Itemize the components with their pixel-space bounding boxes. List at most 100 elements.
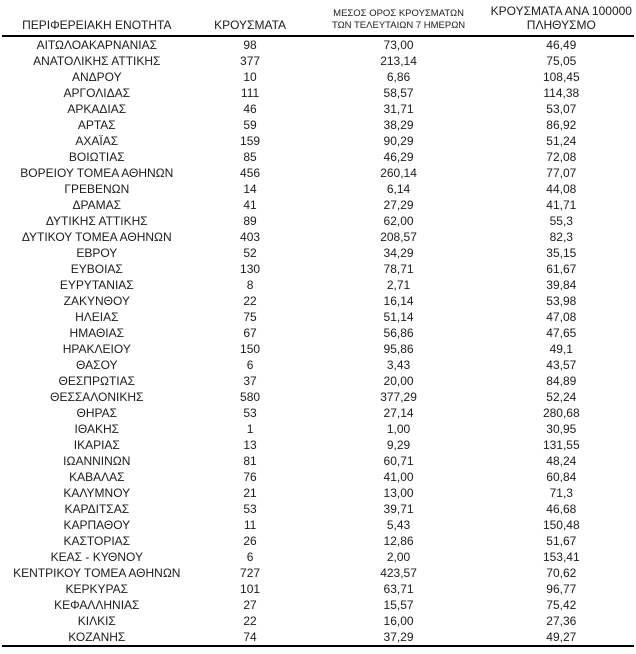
table-row: ΙΚΑΡΙΑΣ 13 9,29 131,55 (2, 437, 634, 453)
region-cell: ΚΑΡΔΙΤΣΑΣ (64, 502, 130, 516)
table-row: ΘΗΡΑΣ 53 27,14 280,68 (2, 405, 634, 421)
per100k-cell: 75,42 (546, 598, 577, 612)
avg7-cell: 213,14 (380, 54, 417, 68)
table-row: ΒΟΡΕΙΟΥ ΤΟΜΕΑ ΑΘΗΝΩΝ 456 260,14 77,07 (2, 165, 634, 181)
cases-cell: 37 (243, 374, 257, 388)
cases-cell: 21 (243, 486, 257, 500)
per100k-cell: 46,49 (546, 38, 577, 52)
avg7-cell: 2,71 (386, 278, 411, 292)
region-cell: ΙΘΑΚΗΣ (74, 422, 120, 436)
header-per100k-line1: ΚΡΟΥΣΜΑΤΑ ΑΝΑ 100000 (490, 4, 632, 18)
cases-cell: 11 (243, 518, 257, 532)
table-row: ΘΕΣΠΡΩΤΙΑΣ 37 20,00 84,89 (2, 373, 634, 389)
cases-cell: 76 (243, 470, 257, 484)
avg7-cell: 73,00 (383, 38, 414, 52)
region-cell: ΘΕΣΣΑΛΟΝΙΚΗΣ (50, 390, 144, 404)
region-cell: ΔΥΤΙΚΟΥ ΤΟΜΕΑ ΑΘΗΝΩΝ (21, 230, 172, 244)
avg7-cell: 38,29 (383, 118, 414, 132)
avg7-cell: 63,71 (383, 582, 414, 596)
per100k-cell: 47,65 (546, 326, 577, 340)
cases-cell: 67 (243, 326, 257, 340)
header-cases: ΚΡΟΥΣΜΑΤΑ (191, 0, 309, 37)
table-row: ΚΕΡΚΥΡΑΣ 101 63,71 96,77 (2, 581, 634, 597)
per100k-cell: 53,07 (546, 102, 577, 116)
avg7-cell: 27,29 (383, 198, 414, 212)
avg7-cell: 51,14 (383, 310, 414, 324)
table-row: ΒΟΙΩΤΙΑΣ 85 46,29 72,08 (2, 149, 634, 165)
region-cell: ΗΡΑΚΛΕΙΟΥ (62, 342, 131, 356)
table-row: ΕΥΡΥΤΑΝΙΑΣ 8 2,71 39,84 (2, 277, 634, 293)
per100k-cell: 280,68 (542, 406, 580, 420)
avg7-cell: 62,00 (383, 214, 414, 228)
per100k-cell: 49,27 (488, 629, 634, 647)
cases-cell: 81 (243, 454, 257, 468)
region-cell: ΕΥΒΟΙΑΣ (70, 262, 123, 276)
avg7-cell: 5,43 (386, 518, 411, 532)
cases-cell: 26 (243, 534, 257, 548)
table-row: ΑΡΓΟΛΙΔΑΣ 111 58,57 114,38 (2, 85, 634, 101)
header-per100k: ΚΡΟΥΣΜΑΤΑ ΑΝΑ 100000 ΠΛΗΘΥΣΜΟ (488, 0, 634, 37)
cases-cell: 159 (240, 134, 261, 148)
avg7-cell: 60,71 (383, 454, 414, 468)
table-row: ΖΑΚΥΝΘΟΥ 22 16,14 53,98 (2, 293, 634, 309)
cases-cell: 53 (243, 502, 257, 516)
table-row: ΑΡΚΑΔΙΑΣ 46 31,71 53,07 (2, 101, 634, 117)
region-cell: ΑΙΤΩΛΟΑΚΑΡΝΑΝΙΑΣ (36, 38, 157, 52)
per100k-cell: 72,08 (546, 150, 577, 164)
per100k-cell: 35,15 (546, 246, 577, 260)
region-cell: ΚΑΛΥΜΝΟΥ (63, 486, 131, 500)
cases-cell: 98 (243, 38, 257, 52)
table-row: ΑΝΑΤΟΛΙΚΗΣ ΑΤΤΙΚΗΣ 377 213,14 75,05 (2, 53, 634, 69)
cases-cell: 27 (243, 598, 257, 612)
cases-cell: 10 (243, 70, 257, 84)
table-row: ΘΕΣΣΑΛΟΝΙΚΗΣ 580 377,29 52,24 (2, 389, 634, 405)
region-cell: ΚΑΡΠΑΘΟΥ (63, 518, 131, 532)
region-cell: ΑΝΔΡΟΥ (71, 70, 122, 84)
avg7-cell: 41,00 (383, 470, 414, 484)
header-row: ΠΕΡΙΦΕΡΕΙΑΚΗ ΕΝΟΤΗΤΑ ΚΡΟΥΣΜΑΤΑ ΜΕΣΟΣ ΟΡΟ… (2, 0, 634, 37)
cases-cell: 727 (240, 566, 261, 580)
table-row: ΓΡΕΒΕΝΩΝ 14 6,14 44,08 (2, 181, 634, 197)
avg7-cell: 6,14 (386, 182, 411, 196)
per100k-cell: 44,08 (546, 182, 577, 196)
avg7-cell: 27,14 (383, 406, 414, 420)
region-cell: ΔΥΤΙΚΗΣ ΑΤΤΙΚΗΣ (45, 214, 148, 228)
per100k-cell: 43,57 (546, 358, 577, 372)
table-row: ΗΛΕΙΑΣ 75 51,14 47,08 (2, 309, 634, 325)
avg7-cell: 9,29 (386, 438, 411, 452)
per100k-cell: 150,48 (542, 518, 580, 532)
cases-cell: 580 (240, 390, 261, 404)
table-row: ΚΕΑΣ - ΚΥΘΝΟΥ 6 2,00 153,41 (2, 549, 634, 565)
per100k-cell: 71,3 (549, 486, 573, 500)
table-row: ΑΡΤΑΣ 59 38,29 86,92 (2, 117, 634, 133)
region-cell: ΑΧΑΪΑΣ (75, 134, 119, 148)
region-cell: ΑΡΤΑΣ (77, 118, 116, 132)
region-cell: ΚΕΡΚΥΡΑΣ (65, 582, 129, 596)
per100k-cell: 39,84 (546, 278, 577, 292)
table-row: ΚΟΖΑΝΗΣ 74 37,29 49,27 (2, 629, 634, 647)
per100k-cell: 51,24 (546, 134, 577, 148)
header-region: ΠΕΡΙΦΕΡΕΙΑΚΗ ΕΝΟΤΗΤΑ (2, 0, 192, 37)
avg7-cell: 16,00 (383, 614, 414, 628)
cases-cell: 74 (191, 629, 309, 647)
avg7-cell: 46,29 (383, 150, 414, 164)
region-cell: ΚΙΛΚΙΣ (77, 614, 116, 628)
avg7-cell: 20,00 (383, 374, 414, 388)
table-row: ΗΜΑΘΙΑΣ 67 56,86 47,65 (2, 325, 634, 341)
per100k-cell: 82,3 (549, 230, 573, 244)
table-row: ΚΑΣΤΟΡΙΑΣ 26 12,86 51,67 (2, 533, 634, 549)
table-row: ΔΡΑΜΑΣ 41 27,29 41,71 (2, 197, 634, 213)
table-row: ΔΥΤΙΚΗΣ ΑΤΤΙΚΗΣ 89 62,00 55,3 (2, 213, 634, 229)
cases-cell: 403 (240, 230, 261, 244)
table-row: ΚΕΦΑΛΛΗΝΙΑΣ 27 15,57 75,42 (2, 597, 634, 613)
per100k-cell: 131,55 (542, 438, 580, 452)
region-cell: ΚΕΑΣ - ΚΥΘΝΟΥ (50, 550, 143, 564)
table-row: ΑΝΔΡΟΥ 10 6,86 108,45 (2, 69, 634, 85)
avg7-cell: 31,71 (383, 102, 414, 116)
cases-cell: 1 (246, 422, 254, 436)
avg7-cell: 2,00 (386, 550, 411, 564)
per100k-cell: 153,41 (542, 550, 580, 564)
avg7-cell: 39,71 (383, 502, 414, 516)
cases-cell: 8 (246, 278, 254, 292)
